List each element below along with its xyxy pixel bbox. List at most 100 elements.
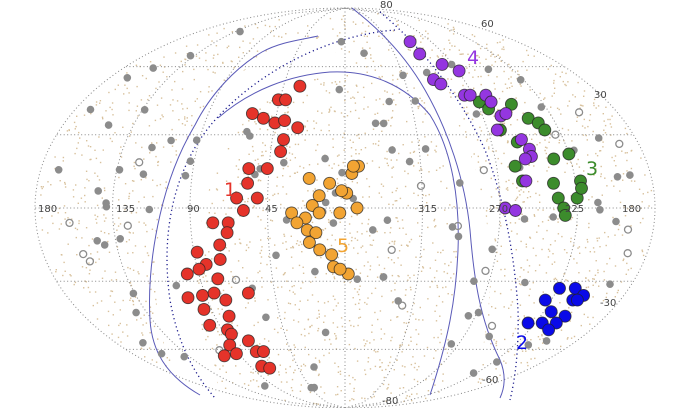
field-source xyxy=(311,267,319,276)
dust-point xyxy=(259,252,261,254)
dust-point xyxy=(559,76,561,78)
dust-point xyxy=(387,387,389,389)
dust-point xyxy=(638,188,641,190)
dust-point xyxy=(407,204,409,207)
dust-point xyxy=(126,72,128,74)
dust-point xyxy=(290,235,292,237)
group-label-4: 4 xyxy=(467,47,479,69)
dust-point xyxy=(350,215,353,218)
dust-point xyxy=(163,56,165,58)
dust-point xyxy=(318,359,320,362)
dust-point xyxy=(367,106,369,108)
dust-point xyxy=(182,108,184,110)
dust-point xyxy=(277,331,279,334)
dust-point xyxy=(136,105,139,107)
dust-point xyxy=(148,95,151,97)
dust-point xyxy=(145,177,147,179)
dust-point xyxy=(508,307,510,309)
dust-point xyxy=(339,81,341,83)
field-source xyxy=(549,213,557,221)
dust-point xyxy=(222,61,224,64)
dust-point xyxy=(490,379,493,381)
dust-point xyxy=(126,87,128,90)
dust-point xyxy=(413,35,415,37)
dust-point xyxy=(133,165,135,167)
dust-point xyxy=(277,353,280,356)
dust-point xyxy=(489,286,491,288)
field-source xyxy=(379,119,388,128)
dust-point xyxy=(210,307,212,310)
dust-point xyxy=(332,309,335,311)
dust-point xyxy=(171,145,174,147)
dust-point xyxy=(406,311,409,313)
dust-point xyxy=(122,331,124,333)
dust-point xyxy=(184,116,186,118)
dust-point xyxy=(128,231,130,233)
group-4-point xyxy=(463,88,477,102)
dust-point xyxy=(533,214,535,216)
dust-point xyxy=(376,230,378,233)
dust-point xyxy=(285,33,287,35)
dust-point xyxy=(386,158,388,160)
dust-point xyxy=(252,379,255,381)
dust-point xyxy=(589,114,592,116)
dust-point xyxy=(186,120,188,122)
dust-point xyxy=(318,361,321,363)
dust-point xyxy=(497,157,499,160)
group-1-point xyxy=(213,253,227,266)
dust-point xyxy=(304,346,306,349)
dust-point xyxy=(280,381,283,383)
dust-point xyxy=(256,380,258,382)
dust-point xyxy=(415,207,417,210)
dust-point xyxy=(50,184,52,186)
dust-point xyxy=(328,221,330,223)
dust-point xyxy=(104,189,106,192)
dust-point xyxy=(340,317,343,319)
dust-point xyxy=(516,196,519,198)
mask-contour-outer xyxy=(148,35,319,396)
dust-point xyxy=(74,281,77,284)
dust-point xyxy=(465,131,467,133)
dust-point xyxy=(334,81,337,83)
dust-point xyxy=(140,347,143,349)
dust-point xyxy=(623,206,625,208)
dust-point xyxy=(273,35,275,37)
dust-point xyxy=(343,20,346,23)
dust-point xyxy=(172,99,174,101)
dust-point xyxy=(583,95,585,97)
dust-point xyxy=(379,310,382,312)
dust-point xyxy=(444,263,446,265)
dust-point xyxy=(368,218,370,221)
dust-point xyxy=(570,337,573,339)
group-4-point xyxy=(413,47,427,61)
dust-point xyxy=(301,251,303,253)
dust-point xyxy=(478,378,481,380)
dust-point xyxy=(336,386,339,388)
dust-point xyxy=(364,57,367,60)
dust-point xyxy=(353,97,356,99)
dust-point xyxy=(328,352,330,354)
field-source xyxy=(338,168,346,177)
dust-point xyxy=(538,264,541,266)
dust-point xyxy=(516,187,518,189)
dust-point xyxy=(504,268,506,270)
dust-point xyxy=(197,280,199,282)
dust-point xyxy=(395,104,397,106)
dust-point xyxy=(407,279,409,281)
dust-point xyxy=(379,359,381,361)
dust-point xyxy=(256,50,259,52)
dust-point xyxy=(602,141,604,143)
dust-point xyxy=(138,299,140,302)
dust-point xyxy=(307,25,309,27)
dust-point xyxy=(365,66,368,68)
dust-point xyxy=(129,232,131,234)
dust-point xyxy=(331,234,333,236)
dust-point xyxy=(176,100,179,102)
field-source xyxy=(524,341,533,349)
dust-point xyxy=(255,56,258,58)
dust-point xyxy=(308,332,310,335)
dust-point xyxy=(528,265,531,267)
dust-point xyxy=(507,166,509,168)
dust-point xyxy=(124,204,126,207)
dust-point xyxy=(440,333,443,335)
